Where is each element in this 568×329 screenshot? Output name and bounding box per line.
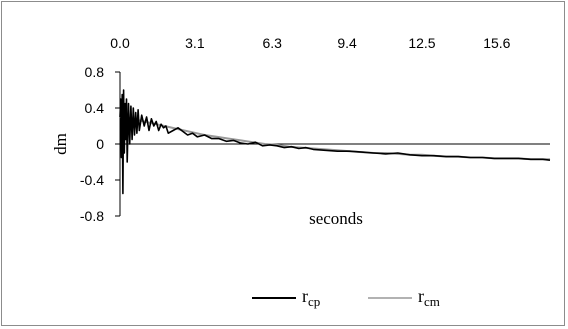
y-tick-label: 0.4 bbox=[85, 100, 105, 116]
series-line-r-cm bbox=[119, 116, 550, 161]
x-tick-label: 6.3 bbox=[262, 35, 282, 51]
x-tick-labels: 0.0 3.1 6.3 9.4 12.5 15.6 bbox=[110, 35, 510, 51]
axes bbox=[115, 71, 550, 217]
y-tick-labels: 0.8 0.4 0 -0.4 -0.8 bbox=[80, 64, 104, 224]
x-tick-label: 9.4 bbox=[337, 35, 357, 51]
legend-label-cm: rcm bbox=[418, 286, 440, 309]
y-tick-label: -0.8 bbox=[80, 208, 104, 224]
y-tick-label: -0.4 bbox=[80, 172, 104, 188]
x-axis-label: seconds bbox=[309, 209, 363, 228]
x-tick-label: 3.1 bbox=[185, 35, 205, 51]
series-line-r-cp bbox=[119, 89, 551, 195]
legend-subscript: cm bbox=[424, 294, 440, 309]
legend: rcp rcm bbox=[252, 286, 440, 309]
y-tick-label: 0.8 bbox=[85, 64, 105, 80]
y-axis-label: dm bbox=[51, 133, 70, 155]
y-tick-label: 0 bbox=[96, 136, 104, 152]
legend-label-cp: rcp bbox=[302, 286, 320, 309]
x-tick-label: 15.6 bbox=[483, 35, 510, 51]
series-layer bbox=[119, 89, 551, 195]
x-tick-label: 12.5 bbox=[408, 35, 435, 51]
legend-subscript: cp bbox=[308, 294, 320, 309]
x-tick-label: 0.0 bbox=[110, 35, 130, 51]
